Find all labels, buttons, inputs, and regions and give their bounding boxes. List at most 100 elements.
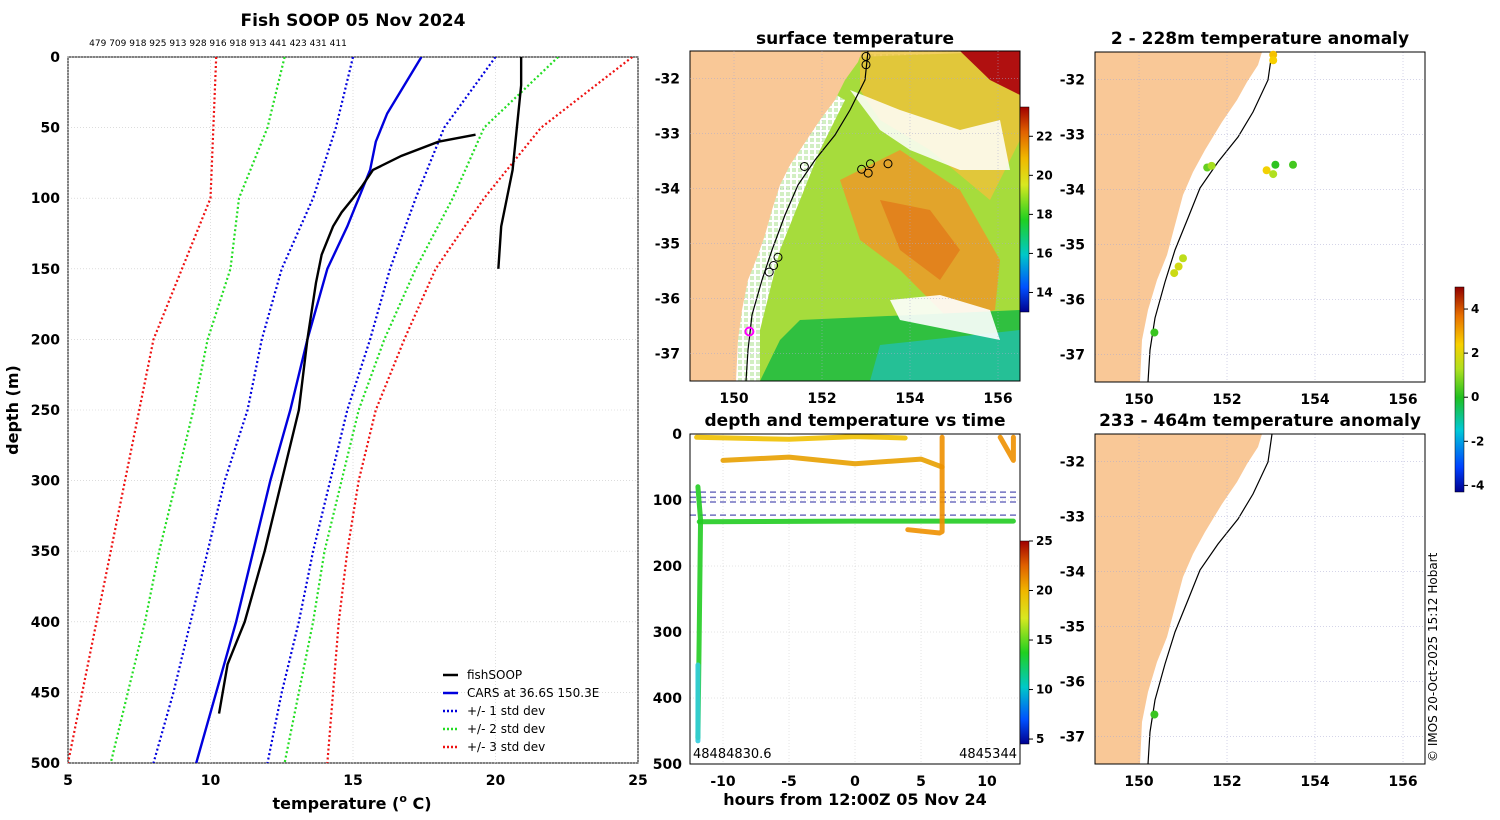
profile-xtick-label: 20 xyxy=(486,773,506,789)
time-colorbar-ticks: 25 20 15 10 5 xyxy=(1029,534,1053,746)
anomaly-bottom-panel: 233 - 464m temperature anomaly 150 152 154… xyxy=(1060,411,1425,790)
profile-ytick-label: 250 xyxy=(31,403,60,419)
anom-colorbar-tick-label: -4 xyxy=(1471,478,1484,492)
anom-top-ytick-label: -36 xyxy=(1060,293,1085,309)
anom-bottom-ytick-label: -35 xyxy=(1060,620,1085,636)
legend-std1: +/- 1 std dev xyxy=(467,704,545,718)
profile-xtick-label: 10 xyxy=(201,773,221,789)
profile-ytick-label: 200 xyxy=(31,332,60,348)
sst-xtick-label: 156 xyxy=(983,391,1012,407)
sst-xtick-label: 154 xyxy=(895,391,924,407)
legend-std2: +/- 2 std dev xyxy=(467,722,545,736)
anom-top-point xyxy=(1179,254,1187,262)
sst-colorbar-tick-label: 16 xyxy=(1036,246,1053,260)
time-ytick-label: 100 xyxy=(653,493,682,509)
profile-xtick-label: 15 xyxy=(343,773,362,789)
anom-colorbar-tick-label: 4 xyxy=(1471,302,1479,316)
anom-top-xtick-label: 152 xyxy=(1212,392,1241,408)
anom-bottom-xtick-label: 152 xyxy=(1212,774,1241,790)
sst-colorbar-tick-label: 20 xyxy=(1036,168,1053,182)
anom-top-point xyxy=(1150,329,1158,337)
time-ytick-label: 200 xyxy=(653,559,682,575)
legend-std3: +/- 3 std dev xyxy=(467,740,545,754)
anom-bottom-points xyxy=(1150,711,1158,719)
profile-subtitle-ids: 479 709 918 925 913 928 916 918 913 441 … xyxy=(89,39,347,49)
anom-top-point xyxy=(1170,269,1178,277)
anom-bottom-ytick-label: -32 xyxy=(1060,455,1085,471)
sst-ytick-label: -35 xyxy=(655,237,680,253)
anom-top-ytick-label: -37 xyxy=(1060,348,1085,364)
anom-top-ytick-label: -34 xyxy=(1060,183,1086,199)
time-xtick-label: 5 xyxy=(916,774,926,790)
profile-ytick-label: 50 xyxy=(41,121,61,137)
anom-top-title: 2 - 228m temperature anomaly xyxy=(1111,29,1409,49)
anom-top-point xyxy=(1271,161,1279,169)
anom-top-ytick-label: -35 xyxy=(1060,238,1085,254)
profile-ytick-label: 450 xyxy=(31,685,60,701)
anom-bottom-xtick-label: 150 xyxy=(1124,774,1153,790)
anom-top-point xyxy=(1175,263,1183,271)
time-ytick-label: 300 xyxy=(653,625,682,641)
anom-top-point xyxy=(1269,170,1277,178)
anom-top-xtick-label: 154 xyxy=(1300,392,1329,408)
anom-bottom-xtick-label: 156 xyxy=(1388,774,1417,790)
figure-canvas: Fish SOOP 05 Nov 2024 479 709 918 925 91… xyxy=(0,0,1500,820)
anom-colorbar xyxy=(1455,287,1464,492)
time-ytick-label: 400 xyxy=(653,691,682,707)
time-colorbar xyxy=(1020,541,1029,744)
anom-colorbar-tick-label: 0 xyxy=(1471,390,1479,404)
anom-colorbar-tick-label: 2 xyxy=(1471,346,1479,360)
anom-bottom-title: 233 - 464m temperature anomaly xyxy=(1099,411,1421,431)
time-series-line xyxy=(697,437,906,440)
sst-ytick-label: -34 xyxy=(655,182,681,198)
profile-xtick-label: 25 xyxy=(628,773,647,789)
time-title: depth and temperature vs time xyxy=(705,411,1006,431)
profile-xtick-label: 5 xyxy=(63,773,73,789)
sst-ytick-label: -37 xyxy=(655,347,680,363)
anomaly-top-panel: 2 - 228m temperature anomaly 150 152 154 15… xyxy=(1060,29,1425,408)
profile-ytick-label: 500 xyxy=(31,756,60,772)
profile-ytick-label: 0 xyxy=(50,50,60,66)
profile-panel: Fish SOOP 05 Nov 2024 479 709 918 925 91… xyxy=(3,11,648,813)
anom-bottom-point xyxy=(1150,711,1158,719)
sst-title: surface temperature xyxy=(756,29,954,49)
time-xtick-label: -5 xyxy=(781,774,797,790)
time-ytick-label: 0 xyxy=(672,427,682,443)
legend-fishsoop: fishSOOP xyxy=(467,668,522,682)
anom-top-point xyxy=(1208,162,1216,170)
time-colorbar-tick-label: 20 xyxy=(1036,584,1053,598)
credit-text: © IMOS 20-Oct-2025 15:12 Hobart xyxy=(1426,552,1440,762)
anom-top-xtick-label: 156 xyxy=(1388,392,1417,408)
profile-ytick-label: 100 xyxy=(31,191,60,207)
time-colorbar-tick-label: 10 xyxy=(1036,683,1053,697)
anom-top-point xyxy=(1289,161,1297,169)
sst-ytick-label: -32 xyxy=(655,72,680,88)
sst-colorbar-tick-label: 14 xyxy=(1036,285,1053,299)
anom-colorbar-ticks: 4 2 0 -2 -4 xyxy=(1464,302,1484,492)
anom-top-ytick-label: -33 xyxy=(1060,128,1085,144)
anom-top-point xyxy=(1269,56,1277,64)
time-ytick-label: 500 xyxy=(653,757,682,773)
profile-title: Fish SOOP 05 Nov 2024 xyxy=(241,11,466,31)
time-xtick-label: 0 xyxy=(850,774,860,790)
time-colorbar-tick-label: 5 xyxy=(1036,732,1044,746)
time-bottom-labels-right: 4845344 xyxy=(959,747,1017,762)
time-panel: depth and temperature vs time -10 -5 0 5 100… xyxy=(653,411,1053,809)
anom-colorbar-tick-label: -2 xyxy=(1471,434,1484,448)
profile-ytick-label: 150 xyxy=(31,262,60,278)
profile-ytick-label: 400 xyxy=(31,615,60,631)
sst-colorbar xyxy=(1020,107,1029,312)
sst-ytick-label: -36 xyxy=(655,292,680,308)
time-xlabel: hours from 12:00Z 05 Nov 24 xyxy=(723,790,986,809)
profile-xlabel: temperature (o C) xyxy=(272,792,431,813)
time-xtick-label: -10 xyxy=(710,774,736,790)
anom-bottom-ytick-label: -33 xyxy=(1060,510,1085,526)
time-bottom-labels-left: 48484830.6 xyxy=(693,747,772,762)
anom-bottom-xtick-label: 154 xyxy=(1300,774,1329,790)
time-colorbar-tick-label: 15 xyxy=(1036,633,1053,647)
time-series-line xyxy=(699,521,1013,522)
sst-colorbar-tick-label: 22 xyxy=(1036,129,1053,143)
profile-ylabel: depth (m) xyxy=(3,365,22,455)
sst-colorbar-tick-label: 18 xyxy=(1036,207,1053,221)
legend-cars: CARS at 36.6S 150.3E xyxy=(467,686,599,700)
